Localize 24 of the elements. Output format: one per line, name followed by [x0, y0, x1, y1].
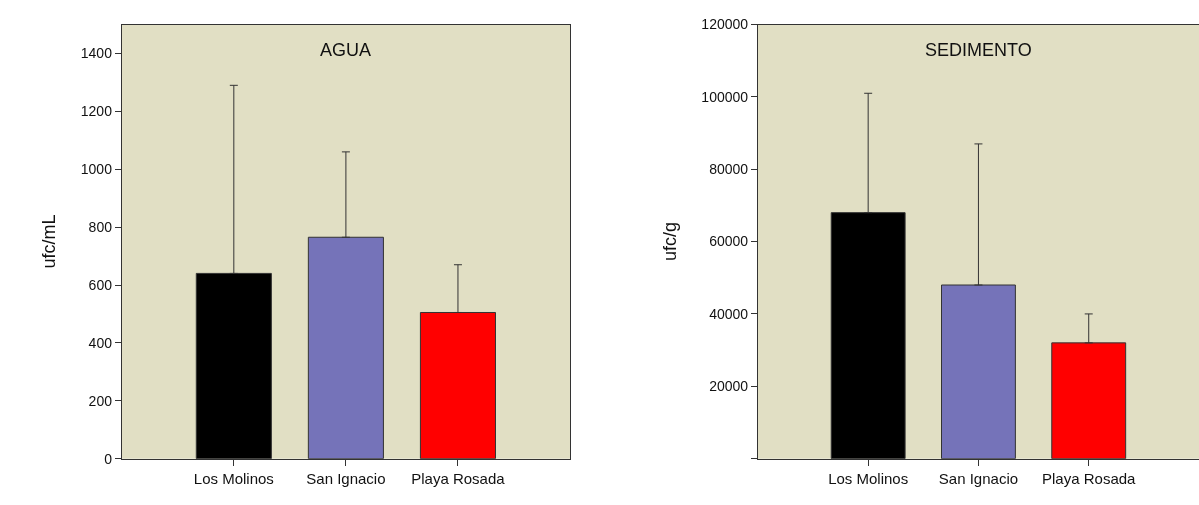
y-tick-label: 20000 [709, 378, 749, 395]
y-tick-label: 40000 [709, 305, 749, 322]
y-tick-label: 600 [88, 276, 113, 293]
y-tick-label: 1400 [80, 45, 113, 62]
y-tick-label: 0 [104, 450, 113, 467]
text: AGUA [320, 40, 372, 60]
x-tick-label: San Ignacio [306, 469, 386, 487]
y-tick-label: 800 [88, 219, 113, 236]
y-axis-title: ufc/mL [39, 214, 60, 269]
y-tick-label: 1000 [80, 161, 113, 178]
y-tick-label: 80000 [709, 161, 749, 178]
y-tick-label: 60000 [709, 233, 749, 250]
text: SEDIMENTO [925, 40, 1032, 60]
y-tick-label: 100000 [701, 88, 749, 105]
y-tick-label: 120000 [701, 16, 749, 33]
y-tick-label: 200 [88, 392, 113, 409]
x-tick-label: Playa Rosada [1042, 469, 1137, 487]
x-tick-label: Playa Rosada [411, 469, 506, 487]
x-tick-label: Los Molinos [828, 469, 909, 487]
x-tick-label: Los Molinos [193, 469, 274, 487]
y-axis-title: ufc/g [659, 222, 680, 262]
y-tick-label: 400 [88, 334, 113, 351]
y-tick-label: 1200 [80, 103, 113, 120]
x-tick-label: San Ignacio [938, 469, 1019, 487]
